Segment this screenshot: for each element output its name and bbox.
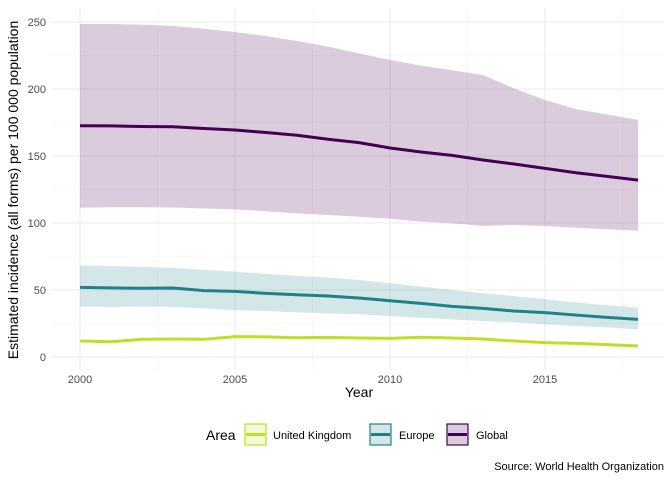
line-europe xyxy=(79,285,639,321)
y-tick-label: 250 xyxy=(28,17,46,29)
x-tick-label: 2015 xyxy=(533,374,557,386)
legend-title: Area xyxy=(206,427,236,443)
x-tick-label: 2010 xyxy=(378,374,402,386)
caption: Source: World Health Organization xyxy=(494,461,664,473)
grid xyxy=(52,8,664,371)
line-global xyxy=(79,124,639,182)
legend: Area United Kingdom Europe Global xyxy=(206,423,508,446)
confidence-bands xyxy=(80,24,638,330)
x-axis-title: Year xyxy=(345,384,374,400)
legend-label: Europe xyxy=(399,430,434,442)
y-axis-ticks: 0 50 100 150 200 250 xyxy=(28,17,46,364)
y-tick-label: 150 xyxy=(28,151,46,163)
series-lines xyxy=(79,124,639,348)
band-global xyxy=(80,24,638,231)
legend-item-europe: Europe xyxy=(369,423,434,446)
legend-item-united-kingdom: United Kingdom xyxy=(244,423,351,446)
y-tick-label: 200 xyxy=(28,84,46,96)
y-tick-label: 50 xyxy=(34,285,46,297)
legend-item-global: Global xyxy=(446,423,508,446)
legend-label: Global xyxy=(476,430,508,442)
y-tick-label: 0 xyxy=(40,352,46,364)
line-united-kingdom xyxy=(79,335,639,348)
y-axis-title: Estimated incidence (all forms) per 100 … xyxy=(5,21,21,360)
x-axis-ticks: 2000 2005 2010 2015 xyxy=(68,374,557,386)
y-tick-label: 100 xyxy=(28,218,46,230)
legend-label: United Kingdom xyxy=(273,430,351,442)
x-tick-label: 2005 xyxy=(223,374,247,386)
x-tick-label: 2000 xyxy=(68,374,92,386)
